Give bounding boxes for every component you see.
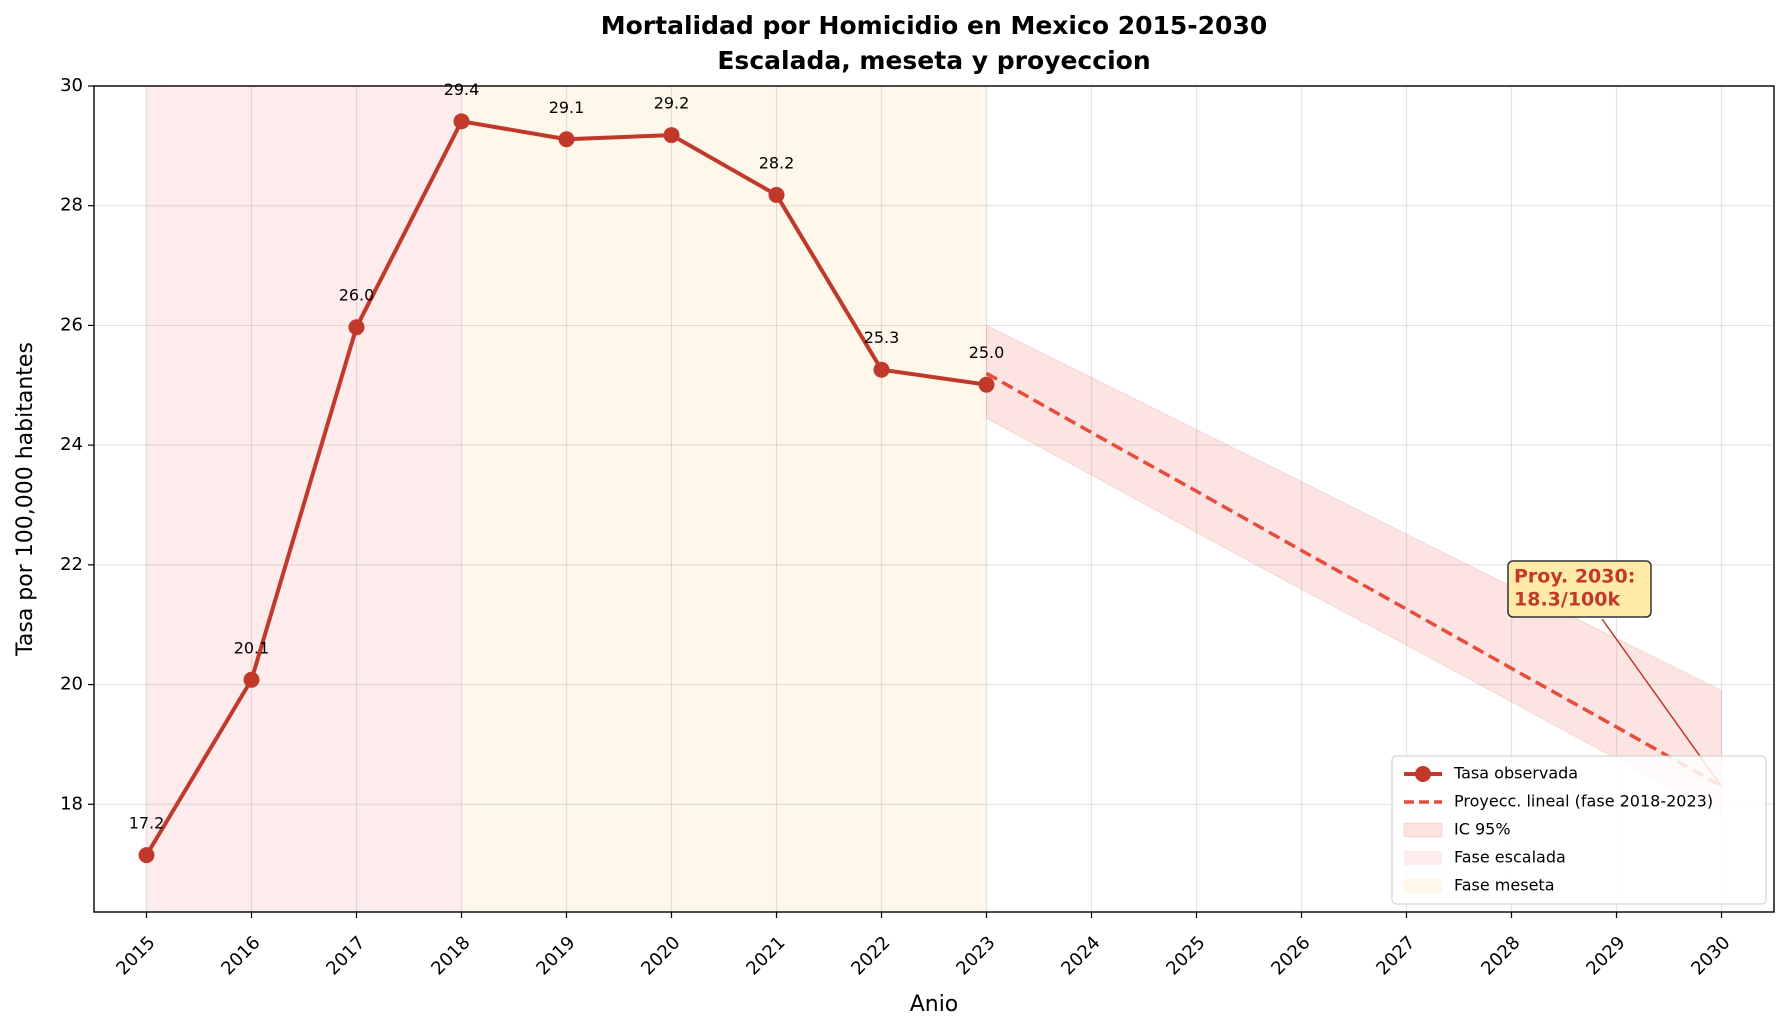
- x-axis-label: Anio: [910, 992, 959, 1017]
- data-point: [768, 186, 785, 203]
- y-tick-label: 24: [60, 434, 83, 455]
- plot-frame: [93, 85, 1775, 913]
- y-tick-label: 28: [60, 195, 83, 216]
- data-label: 28.2: [759, 153, 795, 172]
- data-point: [873, 361, 890, 378]
- legend-label: IC 95%: [1454, 820, 1511, 839]
- x-tick-label: 2018: [427, 932, 474, 979]
- data-label: 25.0: [969, 343, 1005, 362]
- annotation-text: Proy. 2030:: [1514, 566, 1635, 588]
- legend-label: Tasa observada: [1453, 764, 1578, 783]
- data-point: [558, 131, 575, 148]
- chart-title: Mortalidad por Homicidio en Mexico 2015-…: [601, 11, 1267, 40]
- data-label: 25.3: [864, 328, 900, 347]
- data-label: 26.0: [339, 286, 375, 305]
- y-tick-label: 30: [60, 75, 83, 96]
- y-axis-label: Tasa por 100,000 habitantes: [13, 342, 38, 657]
- y-tick-label: 18: [60, 793, 83, 814]
- phase-span: [461, 86, 987, 912]
- data-label: 29.1: [549, 98, 585, 117]
- chart-subtitle: Escalada, meseta y proyeccion: [717, 46, 1150, 75]
- y-tick-label: 22: [60, 554, 83, 575]
- x-tick-label: 2023: [952, 932, 999, 979]
- x-tick-label: 2028: [1477, 932, 1524, 979]
- y-tick-label: 20: [60, 674, 83, 695]
- y-tick-label: 26: [60, 314, 83, 335]
- data-label: 29.2: [654, 94, 690, 113]
- x-tick-label: 2015: [112, 932, 159, 979]
- data-point: [138, 847, 155, 864]
- x-tick-label: 2026: [1267, 932, 1314, 979]
- x-tick-label: 2022: [847, 932, 894, 979]
- data-label: 20.1: [234, 638, 270, 657]
- x-tick-label: 2025: [1162, 932, 1209, 979]
- x-tick-label: 2019: [532, 932, 579, 979]
- x-tick-label: 2029: [1582, 932, 1629, 979]
- data-point: [243, 671, 260, 688]
- annotation-text: 18.3/100k: [1514, 589, 1620, 611]
- data-label: 17.2: [129, 814, 165, 833]
- legend-swatch: [1415, 766, 1431, 782]
- legend-box: [1391, 755, 1767, 905]
- annotation-box: [1507, 560, 1652, 618]
- legend-swatch: [1404, 879, 1442, 893]
- data-label: 29.4: [444, 80, 480, 99]
- legend-label: Fase meseta: [1454, 876, 1555, 895]
- x-tick-label: 2024: [1057, 932, 1104, 979]
- data-point: [348, 319, 365, 336]
- x-tick-label: 2017: [322, 932, 369, 979]
- x-tick-label: 2021: [742, 932, 789, 979]
- legend-swatch: [1403, 822, 1443, 838]
- data-point: [453, 113, 470, 130]
- data-point: [978, 376, 995, 393]
- legend-swatch: [1404, 851, 1442, 865]
- projection-line: [985, 371, 1723, 788]
- x-tick-label: 2020: [637, 932, 684, 979]
- data-point: [663, 127, 680, 144]
- legend-label: Fase escalada: [1454, 848, 1566, 867]
- x-tick-label: 2027: [1372, 932, 1419, 979]
- x-tick-label: 2030: [1687, 932, 1734, 979]
- x-tick-label: 2016: [217, 932, 264, 979]
- legend-label: Proyecc. lineal (fase 2018-2023): [1454, 792, 1713, 811]
